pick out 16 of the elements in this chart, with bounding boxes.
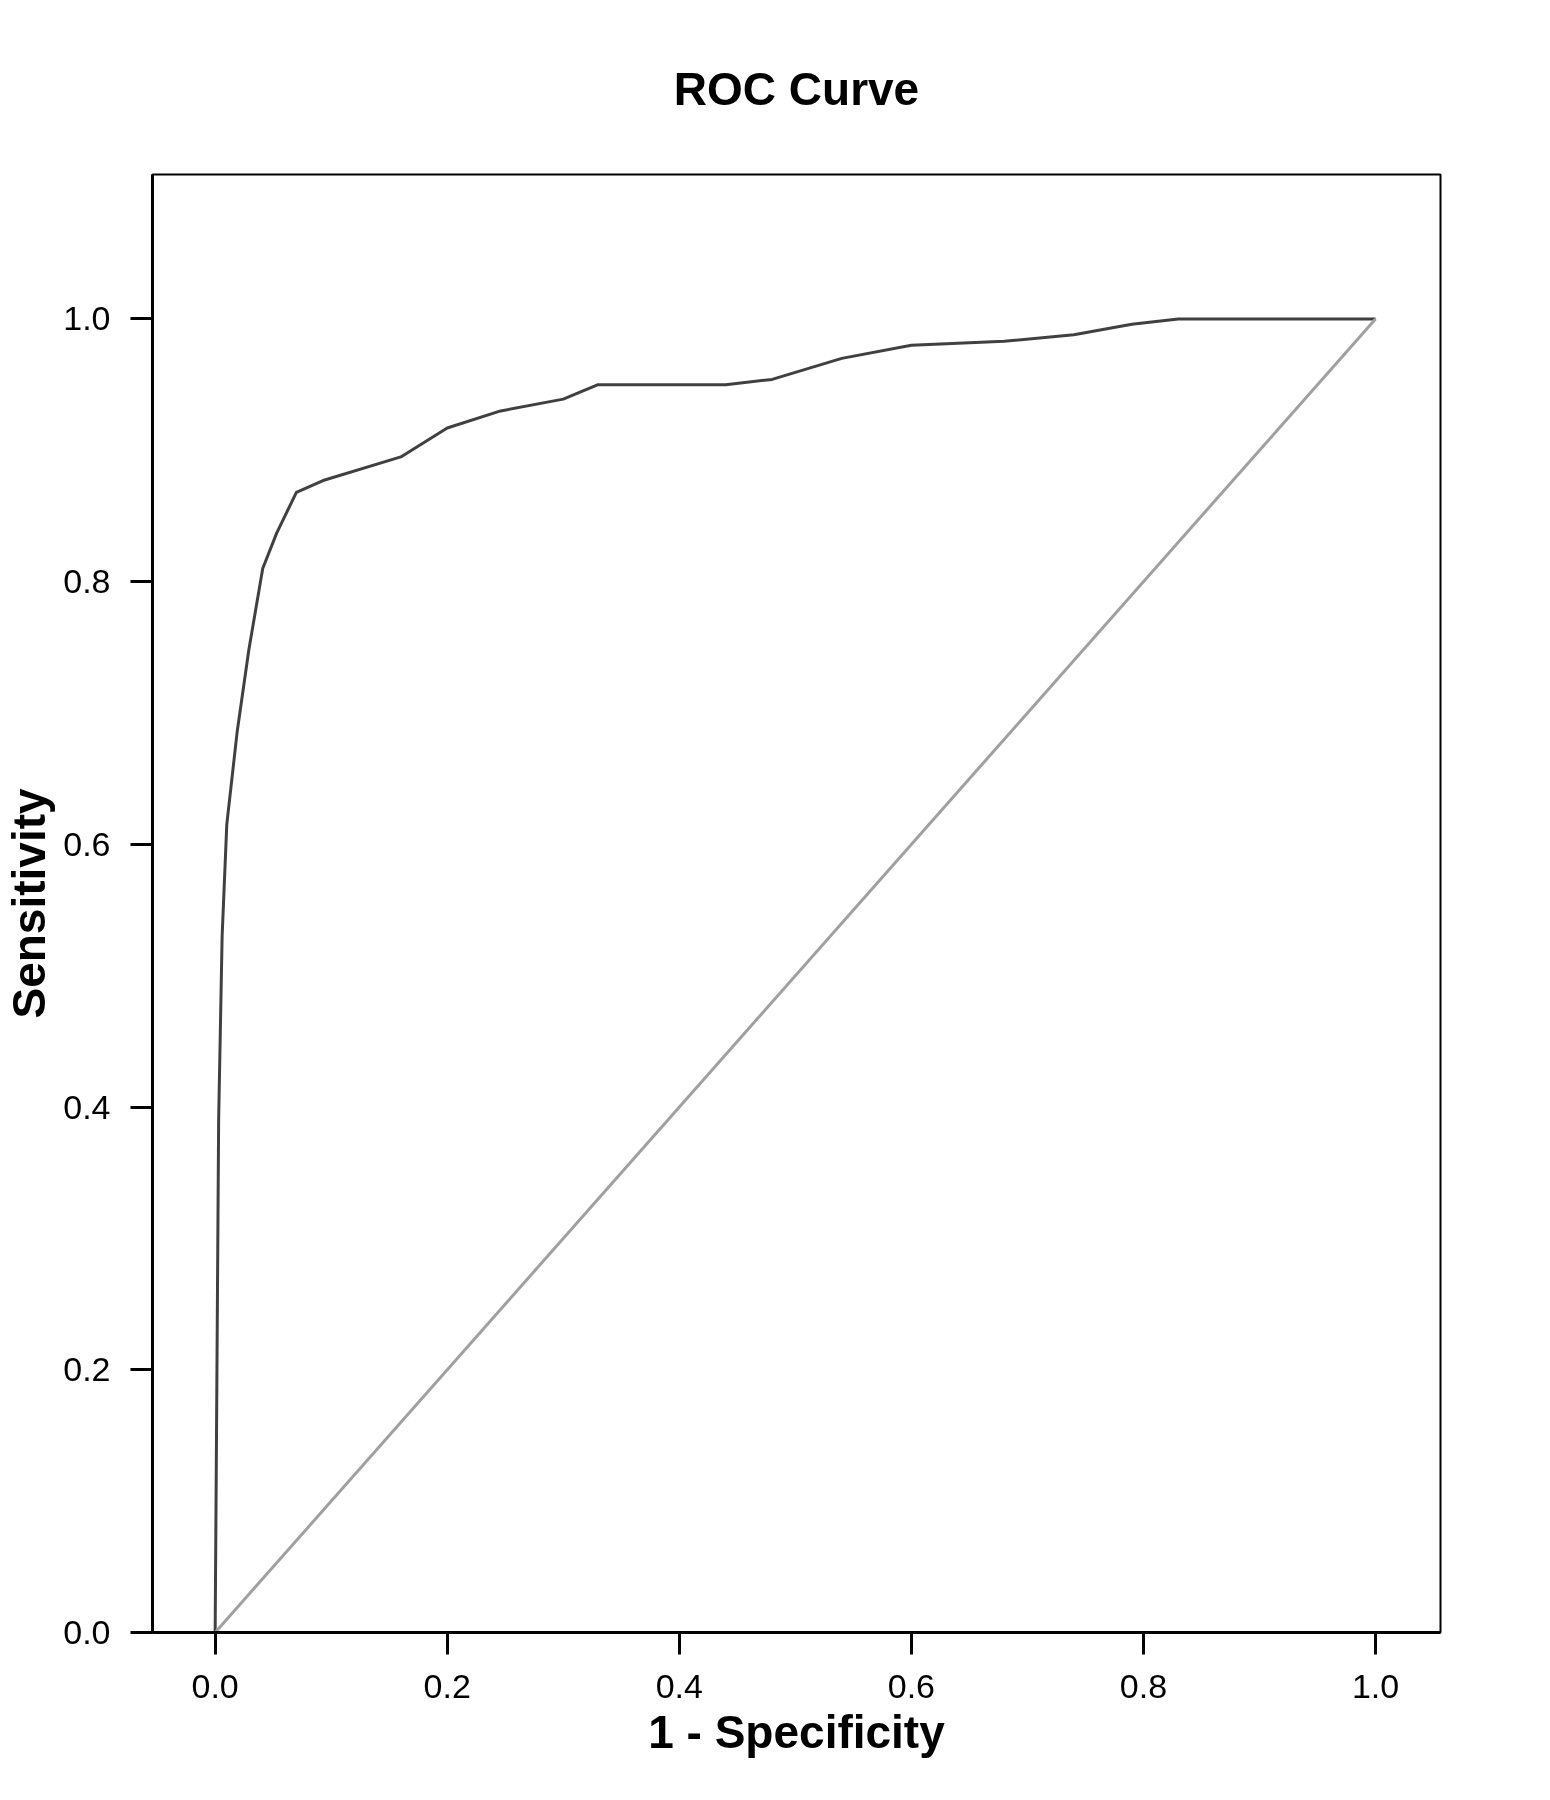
y-axis-title: Sensitivity bbox=[3, 788, 56, 1019]
x-tick-label: 0.6 bbox=[887, 1666, 936, 1705]
y-tick-label: 0.8 bbox=[63, 562, 111, 601]
x-tick-label: 0.0 bbox=[191, 1666, 239, 1705]
y-tick-label: 0.6 bbox=[63, 824, 111, 863]
x-tick-label: 0.8 bbox=[1119, 1666, 1168, 1705]
x-axis-title: 1 - Specificity bbox=[648, 1705, 946, 1758]
y-tick-label: 0.4 bbox=[63, 1087, 111, 1126]
chart-title: ROC Curve bbox=[673, 62, 920, 115]
x-tick-label: 0.2 bbox=[423, 1666, 471, 1705]
x-tick-label: 0.4 bbox=[655, 1666, 703, 1705]
x-tick-label: 1.0 bbox=[1351, 1666, 1400, 1705]
y-tick-label: 0.2 bbox=[63, 1350, 111, 1389]
y-tick-label: 0.0 bbox=[63, 1613, 111, 1651]
y-tick-label: 1.0 bbox=[63, 299, 111, 338]
line-series bbox=[213, 317, 1378, 1633]
